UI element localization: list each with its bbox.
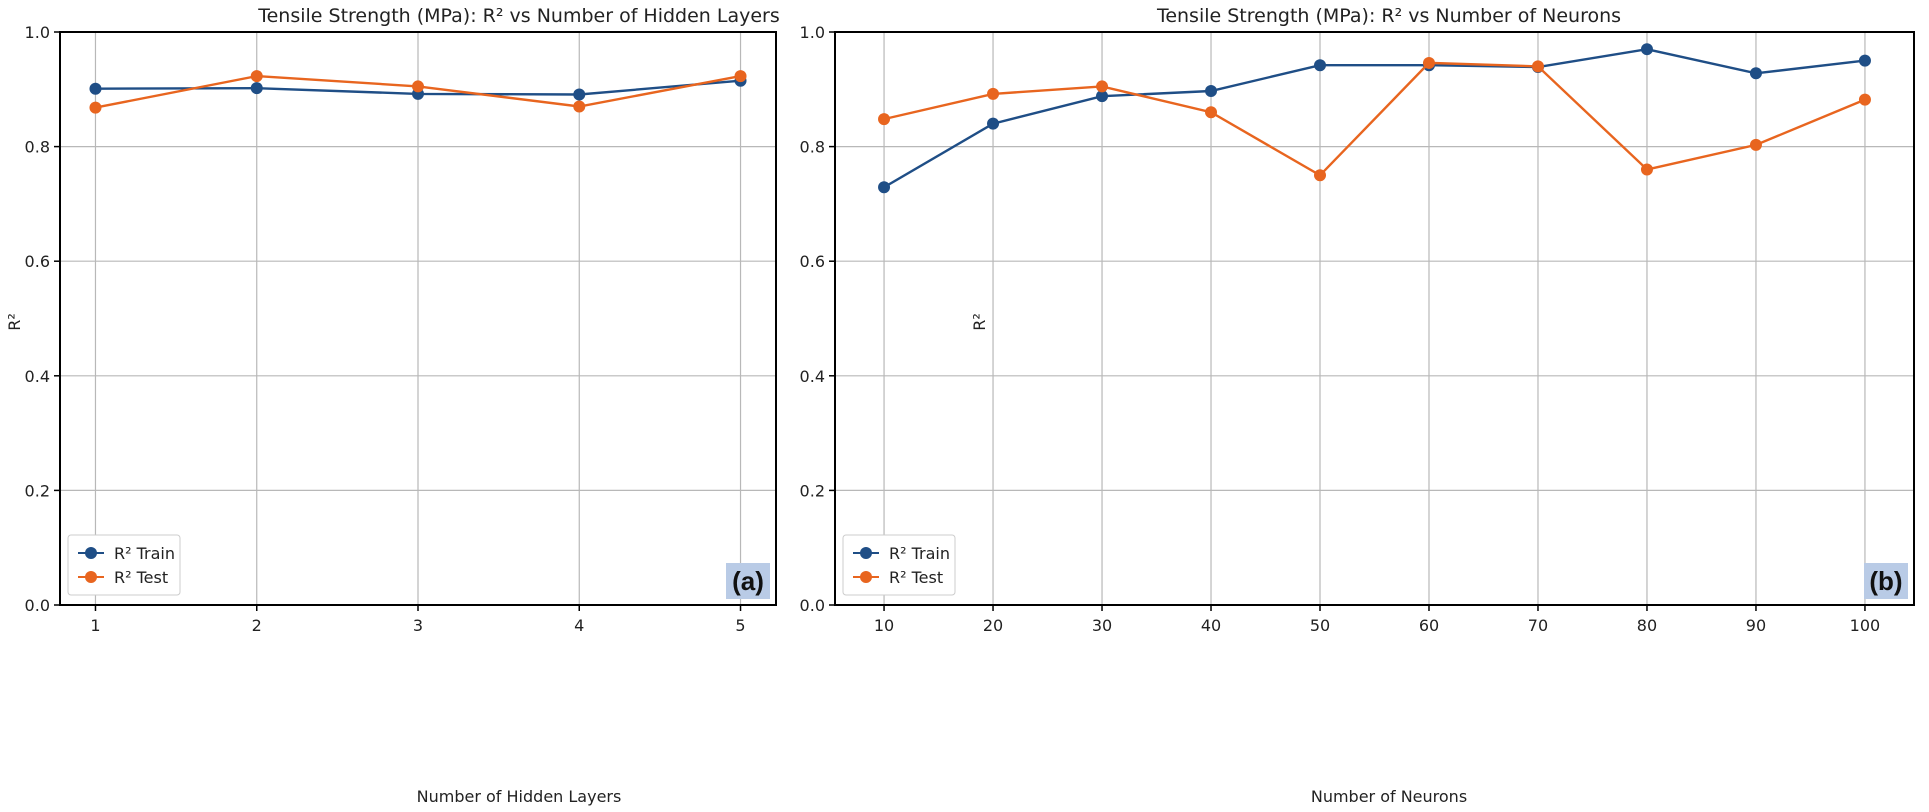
panel-label-background xyxy=(726,563,770,599)
x-tick-label: 10 xyxy=(874,616,894,635)
data-point-train xyxy=(878,181,891,194)
y-tick-label: 0.6 xyxy=(800,252,825,271)
series-lines xyxy=(878,43,1871,194)
x-tick-label: 1 xyxy=(90,616,100,635)
x-tick-label: 80 xyxy=(1637,616,1657,635)
grid xyxy=(60,31,776,606)
panel-label: (b) xyxy=(1864,563,1908,599)
y-tick-label: 0.8 xyxy=(800,138,825,157)
y-tick-label: 0.2 xyxy=(25,481,50,500)
series-lines xyxy=(89,70,747,114)
legend-item-train: R² Train xyxy=(78,544,175,563)
x-tick-label: 2 xyxy=(252,616,262,635)
legend-item-test: R² Test xyxy=(78,568,168,587)
y-tick-label: 0.2 xyxy=(800,481,825,500)
panel-label-background xyxy=(1864,563,1908,599)
panel-a: Tensile Strength (MPa): R² vs Number of … xyxy=(5,5,780,806)
data-point-test xyxy=(1858,93,1871,106)
panel-b: Tensile Strength (MPa): R² vs Number of … xyxy=(800,5,1915,806)
x-tick-label: 100 xyxy=(1850,616,1881,635)
data-point-train xyxy=(1640,43,1653,56)
data-point-test xyxy=(987,87,1000,100)
data-point-test xyxy=(573,100,586,113)
legend-label-test: R² Test xyxy=(114,568,168,587)
chart-title: Tensile Strength (MPa): R² vs Number of … xyxy=(1156,5,1621,27)
legend-label-test: R² Test xyxy=(889,568,943,587)
y-tick-label: 0.0 xyxy=(25,596,50,615)
x-axis-label: Number of Neurons xyxy=(1311,787,1467,806)
legend-item-test: R² Test xyxy=(853,568,943,587)
plot-frame xyxy=(834,31,1915,606)
y-tick-label: 1.0 xyxy=(25,23,50,42)
x-tick-label: 40 xyxy=(1201,616,1221,635)
y-axis-label: R² xyxy=(970,313,989,331)
data-point-train xyxy=(1858,54,1871,67)
data-point-train xyxy=(89,82,102,95)
legend-marker-train xyxy=(860,547,872,559)
plot-frame xyxy=(59,31,777,606)
x-tick-label: 5 xyxy=(735,616,745,635)
y-tick-label: 1.0 xyxy=(800,23,825,42)
x-tick-label: 20 xyxy=(983,616,1003,635)
data-point-test xyxy=(1205,106,1218,119)
y-tick-label: 0.0 xyxy=(800,596,825,615)
x-tick-label: 4 xyxy=(574,616,584,635)
data-point-test xyxy=(412,80,424,93)
legend: R² Train R² Test xyxy=(67,534,181,596)
data-point-test xyxy=(734,70,747,83)
x-tick-label: 60 xyxy=(1419,616,1439,635)
x-axis-label: Number of Hidden Layers xyxy=(417,787,622,806)
series-line-train xyxy=(883,47,1866,189)
data-point-test xyxy=(89,101,102,114)
data-point-test xyxy=(1314,169,1327,182)
y-axis-label: R² xyxy=(5,313,24,331)
axis-ticks: 1 2 3 4 5 0.0 0.2 0.4 0.6 0.8 1.0 xyxy=(25,23,746,635)
data-point-test xyxy=(1096,80,1109,93)
y-tick-label: 0.4 xyxy=(25,367,50,386)
panel-label: (a) xyxy=(726,563,770,599)
data-point-train xyxy=(1314,59,1327,72)
y-tick-label: 0.8 xyxy=(25,138,50,157)
legend-marker-test xyxy=(85,571,97,583)
data-point-test xyxy=(1422,56,1435,69)
panel-label-text: (a) xyxy=(732,566,764,596)
legend-marker-test xyxy=(860,571,872,583)
legend-label-train: R² Train xyxy=(114,544,175,563)
x-tick-label: 90 xyxy=(1746,616,1766,635)
data-point-train xyxy=(573,88,586,101)
y-tick-label: 0.6 xyxy=(25,252,50,271)
data-point-test xyxy=(1749,138,1762,151)
series-line-test xyxy=(883,61,1866,177)
x-tick-label: 50 xyxy=(1310,616,1330,635)
axis-ticks: 10 20 30 40 50 60 70 80 90 100 0.0 0.2 0.4 0.6 0.8 1.0 xyxy=(800,23,1881,635)
data-point-train xyxy=(1205,85,1218,98)
x-tick-label: 3 xyxy=(413,616,423,635)
data-point-train xyxy=(1096,90,1109,103)
panel-label-text: (b) xyxy=(1869,566,1902,596)
legend-marker-train xyxy=(85,547,97,559)
data-point-train xyxy=(987,117,1000,130)
data-point-test xyxy=(878,113,891,126)
legend: R² Train R² Test xyxy=(842,534,956,596)
data-point-test xyxy=(1640,163,1653,176)
legend-label-train: R² Train xyxy=(889,544,950,563)
y-tick-label: 0.4 xyxy=(800,367,825,386)
data-point-train xyxy=(1749,67,1762,80)
x-tick-label: 30 xyxy=(1092,616,1112,635)
chart-title: Tensile Strength (MPa): R² vs Number of … xyxy=(257,5,780,27)
data-point-train xyxy=(250,82,263,95)
data-point-test xyxy=(1531,60,1544,73)
x-tick-label: 70 xyxy=(1528,616,1548,635)
data-point-test xyxy=(250,70,263,83)
legend-item-train: R² Train xyxy=(853,544,950,563)
